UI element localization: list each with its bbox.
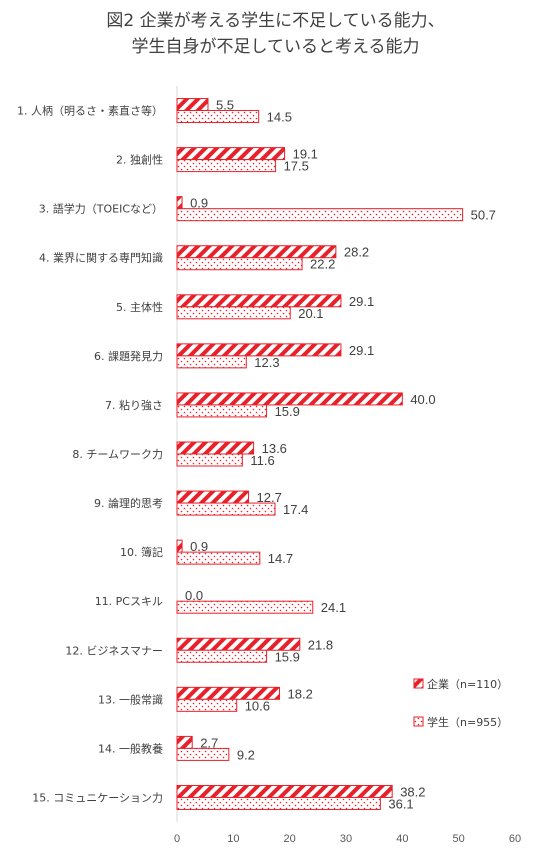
company-bar [176,539,183,553]
company-value-label: 19.1 [293,147,318,162]
student-bar [176,208,464,222]
student-value-label: 14.5 [267,110,292,125]
student-bar [176,355,247,369]
company-value-label: 5.5 [216,98,234,113]
student-bar [176,551,261,565]
company-value-label: 29.1 [349,294,374,309]
student-value-label: 12.3 [254,355,279,370]
x-tick-label: 60 [509,833,521,845]
category-label: 7. 粘り強さ [105,398,163,412]
student-bar [176,502,276,516]
x-tick-label: 40 [396,833,408,845]
category-label: 4. 業界に関する専門知識 [39,251,163,265]
company-bar [176,490,250,504]
category-label: 13. 一般常識 [98,693,163,706]
category-label: 2. 独創性 [116,153,163,167]
company-value-label: 0.0 [185,588,203,603]
company-value-label: 38.2 [400,784,425,799]
student-value-label: 24.1 [321,600,346,615]
category-label: 12. ビジネスマナー [65,644,163,657]
student-bar [176,110,260,124]
student-value-label: 36.1 [388,796,413,811]
x-tick-label: 0 [174,833,180,845]
x-tick-label: 30 [340,833,352,845]
student-value-label: 9.2 [237,747,255,762]
legend-label-student: 学生（n=955） [427,715,508,729]
company-value-label: 28.2 [344,245,369,260]
x-tick-label: 20 [284,833,296,845]
student-value-label: 10.6 [245,698,270,713]
student-value-label: 15.9 [275,649,300,664]
student-bar [176,600,314,614]
axis-layer: 0 10 20 30 40 50 60 1. 人柄（明るさ・素直さ等） 2. 独創性 3. 語学力… [17,86,521,845]
student-value-label: 15.9 [275,404,300,419]
company-value-label: 0.9 [190,196,208,211]
company-bar [176,147,286,161]
company-bar [176,784,393,798]
category-label: 10. 簿記 [120,545,163,559]
chart-title-line-1: 図2 企業が考える学生に不足している能力、 [106,11,445,31]
legend: 企業（n=110） 学生（n=955） [413,677,508,729]
legend-swatch-student [413,716,424,727]
legend-swatch-company [413,678,424,689]
student-bar [176,404,268,418]
category-label: 11. PCスキル [95,595,163,608]
x-tick-label: 10 [227,833,239,845]
student-bar [176,257,303,271]
company-bar [176,98,209,112]
category-label: 15. コミュニケーション力 [32,791,163,804]
student-value-label: 50.7 [471,208,496,223]
category-label: 8. チームワーク力 [72,448,163,461]
category-label: 6. 課題発見力 [94,349,163,363]
legend-label-company: 企業（n=110） [427,677,508,691]
company-bar [176,343,342,357]
student-bar [176,649,268,663]
category-label: 1. 人柄（明るさ・素直さ等） [17,104,163,118]
student-value-label: 17.4 [283,502,308,517]
category-label: 3. 語学力（TOEICなど） [39,202,163,216]
student-value-label: 20.1 [298,306,323,321]
student-bar [176,698,238,712]
category-label: 5. 主体性 [116,300,163,314]
student-bar [176,453,243,467]
student-value-label: 22.2 [310,257,335,272]
company-value-label: 13.6 [262,441,287,456]
company-value-label: 18.2 [288,686,313,701]
chart-title: 図2 企業が考える学生に不足している能力、 学生自身が不足していると考える能力 [0,8,551,60]
category-label: 14. 一般教養 [98,741,163,755]
company-bar [176,735,193,749]
company-value-label: 29.1 [349,343,374,358]
student-bar [176,796,381,810]
student-bar [176,159,277,173]
company-bar [176,196,183,210]
company-value-label: 40.0 [410,392,435,407]
student-bar [176,306,291,320]
company-value-label: 12.7 [257,490,282,505]
company-bar [176,441,255,455]
category-label: 9. 論理的思考 [94,496,163,510]
company-value-label: 2.7 [200,735,218,750]
student-value-label: 14.7 [268,551,293,566]
x-tick-label: 50 [453,833,465,845]
company-bar [176,392,403,406]
bar-layer: 5.5 14.5 19.117.5 0.9 50.7 28.2 22.2 29.1 20.1 29… [176,98,496,811]
company-value-label: 0.9 [190,539,208,554]
student-value-label: 17.5 [284,159,309,174]
student-bar [176,747,230,761]
chart-title-line-2: 学生自身が不足していると考える能力 [131,37,420,57]
student-value-label: 11.6 [250,453,274,468]
company-value-label: 21.8 [308,637,333,652]
